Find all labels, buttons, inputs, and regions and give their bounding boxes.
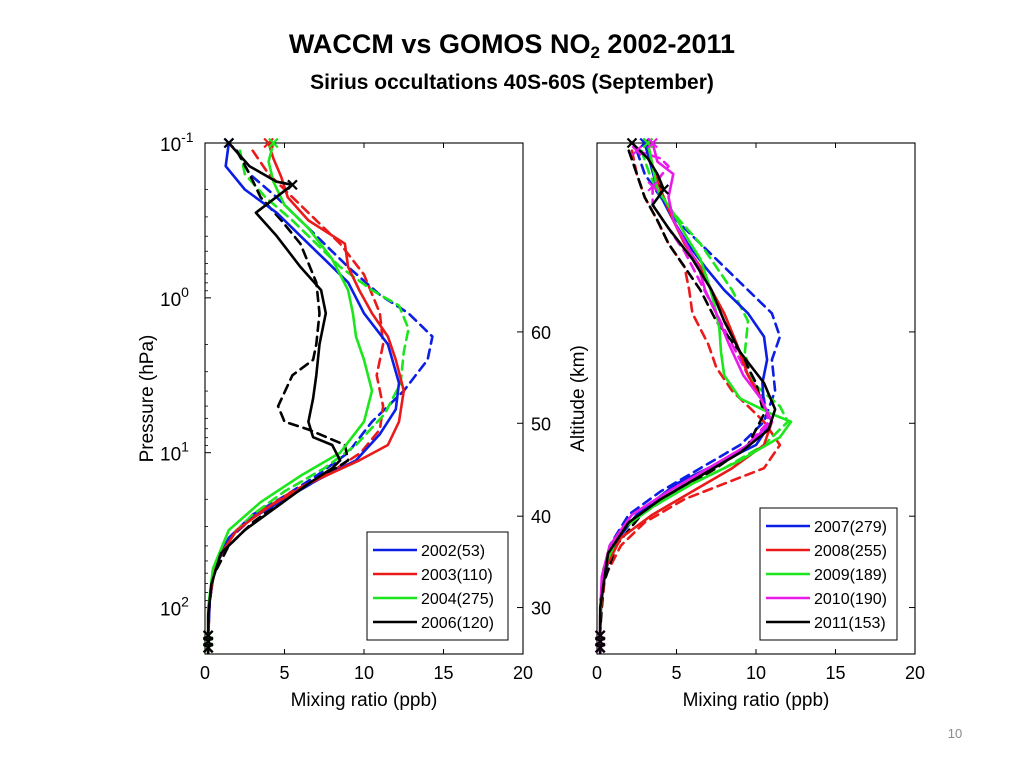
marker-stroke (202, 642, 214, 654)
marker-stroke (268, 137, 279, 149)
chart-panel-1: 0 5 10 15 20 Mixing ratio (ppb) 10-1 100 101 102 P… (137, 129, 551, 711)
x-tick-label: 10 (746, 663, 766, 683)
title-main: WACCM vs GOMOS NO (288, 29, 591, 59)
series-top-marker (647, 137, 658, 149)
y-tick-label: 101 (160, 439, 189, 466)
series-top-marker (268, 137, 279, 149)
legend-label: 2007(279) (814, 519, 887, 536)
x-tick-label: 10 (354, 663, 374, 683)
series-bottom-marker (594, 642, 606, 654)
y2-tick-label: 50 (531, 414, 551, 434)
y-tick-label: 100 (160, 284, 189, 311)
legend-label: 2004(275) (421, 591, 494, 608)
y-tick-label: 102 (160, 594, 189, 621)
series-line-2011-model (598, 149, 766, 633)
x-axis-label: Mixing ratio (ppb) (291, 690, 438, 711)
marker-stroke (647, 137, 658, 149)
x-axis-label: Mixing ratio (ppb) (683, 690, 830, 711)
marker-stroke (631, 145, 643, 157)
x-tick-label: 5 (671, 663, 681, 683)
marker-stroke (658, 184, 670, 195)
series-line-2004-model (206, 149, 410, 609)
chart-subtitle: Sirius occultations 40S-60S (September) (310, 71, 714, 94)
legend-label: 2009(189) (814, 567, 887, 584)
legend: 2007(279) 2008(255) 2009(189) 2010(190) 2011… (759, 507, 898, 641)
legend: 2002(53) 2003(110) 2004(275) 2006(120) (366, 531, 509, 641)
y2-tick-label: 40 (531, 507, 551, 527)
marker-stroke (594, 642, 606, 654)
x-tick-label: 5 (279, 663, 289, 683)
legend-label: 2010(190) (814, 591, 887, 608)
legend-label: 2006(120) (421, 615, 494, 632)
title-years: 2002-2011 (599, 29, 736, 59)
series-line-2006-120 (206, 143, 342, 654)
y2-tick-label: 60 (531, 323, 551, 343)
series-bottom-marker (202, 642, 214, 654)
y-axis-label: Pressure (hPa) (137, 335, 158, 463)
series-top-marker (631, 145, 643, 157)
x-tick-label: 0 (592, 663, 602, 683)
series-mid-marker (647, 181, 658, 192)
chart-panel-2: 0 5 10 15 20 Mixing ratio (ppb) Altitude (km) 2… (568, 137, 925, 711)
marker-stroke (223, 137, 235, 149)
y2-tick-label: 30 (531, 599, 551, 619)
series-top-marker (626, 137, 638, 149)
series-mid-marker (658, 184, 670, 195)
series-group (206, 143, 434, 654)
chart-title: WACCM vs GOMOS NO2 2002-2011 (0, 28, 1024, 62)
x-tick-label: 20 (513, 663, 533, 683)
series-line-2004-275 (206, 143, 374, 654)
legend-label: 2008(255) (814, 543, 887, 560)
marker-stroke (639, 137, 650, 149)
marker-stroke (626, 137, 638, 149)
page-number: 10 (947, 726, 963, 741)
legend-label: 2003(110) (421, 567, 493, 584)
series-line-2003-110 (206, 143, 406, 654)
series-line-2006-model (206, 149, 350, 617)
legend-label: 2011(153) (814, 615, 886, 632)
series-line-2009-189 (598, 143, 793, 654)
x-tick-label: 0 (200, 663, 210, 683)
y-tick-label: 10-1 (160, 129, 194, 156)
y2-axis-label: Altitude (km) (568, 345, 589, 452)
x-tick-label: 15 (433, 663, 453, 683)
x-tick-label: 15 (825, 663, 845, 683)
series-top-marker (639, 137, 650, 149)
series-mid-marker (287, 179, 298, 191)
x-tick-label: 20 (905, 663, 925, 683)
series-top-marker (223, 137, 235, 149)
marker-stroke (647, 181, 658, 192)
series-line-2010-190 (598, 143, 774, 654)
series-group (598, 143, 793, 654)
marker-stroke (287, 179, 298, 191)
title-subscript: 2 (590, 43, 600, 62)
legend-label: 2002(53) (421, 543, 485, 560)
